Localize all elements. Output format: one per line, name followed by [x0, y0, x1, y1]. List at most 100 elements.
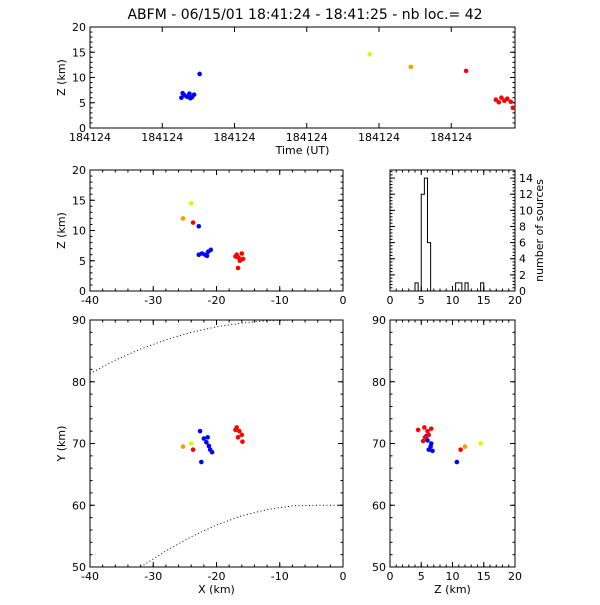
x-tick-label: -20 — [208, 570, 226, 583]
source-point-red — [425, 428, 430, 434]
y-tick-label: 20 — [72, 21, 86, 34]
source-point-red — [422, 435, 428, 440]
source-point-red — [190, 447, 196, 452]
y-tick-label: 12 — [519, 188, 533, 201]
x-tick-label: -10 — [271, 294, 289, 307]
source-point-red — [510, 105, 516, 111]
y-tick-label: 2 — [519, 269, 526, 282]
y-tick-label: 0 — [79, 285, 86, 298]
y-tick-label: 8 — [519, 220, 526, 233]
x-axis-label: Time (UT) — [275, 144, 330, 157]
y-tick-label: 80 — [72, 376, 86, 389]
x-tick-label: -40 — [81, 294, 99, 307]
source-point-yellow — [188, 200, 194, 206]
source-point-blue — [188, 95, 193, 101]
figure-title: ABFM - 06/15/01 18:41:24 - 18:41:25 - nb… — [127, 7, 482, 23]
source-point-blue — [454, 459, 460, 465]
x-tick-label: -20 — [208, 294, 226, 307]
source-point-blue — [206, 443, 212, 449]
y-tick-label: 70 — [72, 438, 86, 451]
y-tick-label: 50 — [372, 561, 386, 574]
y-tick-label: 4 — [519, 253, 526, 266]
x-tick-label: 0 — [387, 294, 394, 307]
source-point-red — [233, 254, 238, 259]
source-point-blue — [208, 247, 214, 253]
source-point-blue — [199, 459, 204, 465]
y-tick-label: 0 — [519, 285, 526, 298]
x-tick-label: 20 — [508, 570, 522, 583]
y-axis-label: Y (km) — [55, 426, 68, 463]
boundary-curve — [140, 504, 343, 568]
source-point-blue — [204, 439, 209, 445]
source-point-blue — [197, 71, 202, 77]
panel-x-y: -40 -30 -20 -10 0 50 60 70 80 90 X (km) Y (km) — [55, 314, 347, 596]
source-point-red — [428, 426, 434, 431]
y-tick-label: 60 — [72, 499, 86, 512]
source-point-red — [235, 435, 241, 440]
y-tick-label: 14 — [519, 172, 533, 185]
source-point-yellow — [188, 441, 194, 446]
y-axis-label: number of sources — [533, 179, 546, 282]
source-point-red — [422, 425, 427, 430]
y-tick-label: 5 — [79, 97, 86, 110]
y-tick-label: 6 — [519, 237, 526, 250]
source-point-red — [426, 432, 432, 438]
source-point-blue — [204, 253, 210, 259]
y-tick-label: 50 — [72, 561, 86, 574]
x-tick-label: 184124 — [358, 131, 400, 144]
y-tick-label: 15 — [72, 194, 86, 207]
panel-z-y: 0 5 10 15 20 50 60 70 80 90 Z (km) — [372, 314, 522, 596]
source-point-blue — [428, 441, 434, 446]
panel-x-z: -40 -30 -20 -10 0 0 5 10 15 20 Z (km) — [55, 164, 347, 307]
x-axis-label: X (km) — [198, 583, 235, 596]
source-point-red — [237, 258, 243, 264]
x-tick-label: 184124 — [214, 131, 256, 144]
plot-frame-x-y — [89, 319, 344, 568]
x-tick-label: 20 — [508, 294, 522, 307]
source-point-red — [463, 68, 469, 74]
source-point-blue — [209, 449, 215, 455]
source-point-blue — [430, 448, 435, 454]
x-tick-label: -10 — [271, 570, 289, 583]
x-tick-label: 5 — [418, 570, 425, 583]
y-tick-label: 90 — [372, 314, 386, 327]
y-tick-label: 15 — [72, 46, 86, 59]
source-point-red — [505, 96, 510, 102]
x-tick-label: 184124 — [69, 131, 111, 144]
y-tick-label: 90 — [72, 314, 86, 327]
source-point-blue — [426, 447, 432, 452]
source-point-blue — [196, 223, 202, 229]
source-point-red — [458, 447, 463, 452]
x-tick-label: 0 — [340, 294, 347, 307]
source-point-red — [420, 438, 426, 444]
source-point-yellow — [367, 51, 372, 57]
x-tick-label: 10 — [446, 294, 460, 307]
source-point-blue — [180, 90, 185, 96]
histogram-outline — [390, 177, 515, 292]
y-axis-label: Z (km) — [55, 212, 68, 249]
source-point-red — [508, 99, 514, 105]
x-tick-label: 184124 — [430, 131, 472, 144]
x-tick-label: -30 — [144, 570, 162, 583]
source-point-yellow — [478, 441, 483, 446]
source-point-red — [499, 95, 504, 100]
source-point-blue — [187, 91, 192, 96]
x-tick-label: -40 — [81, 570, 99, 583]
x-tick-label: 184124 — [286, 131, 328, 144]
source-point-red — [236, 428, 242, 434]
panel-time-height: 184124 184124 184124 184124 184124 1841240510… — [55, 21, 516, 157]
source-point-red — [496, 99, 502, 105]
y-tick-label: 0 — [79, 122, 86, 135]
y-axis-label: Z (km) — [55, 59, 68, 96]
source-point-blue — [205, 435, 210, 440]
x-tick-label: 0 — [340, 570, 347, 583]
plot-frame-z-histogram — [389, 169, 516, 292]
y-tick-label: 80 — [372, 376, 386, 389]
source-point-red — [190, 220, 196, 225]
source-point-red — [233, 427, 238, 433]
plot-frame-z-y — [389, 319, 516, 568]
source-point-red — [235, 265, 241, 271]
x-tick-label: 15 — [477, 570, 491, 583]
plot-frame-x-z — [89, 169, 344, 292]
